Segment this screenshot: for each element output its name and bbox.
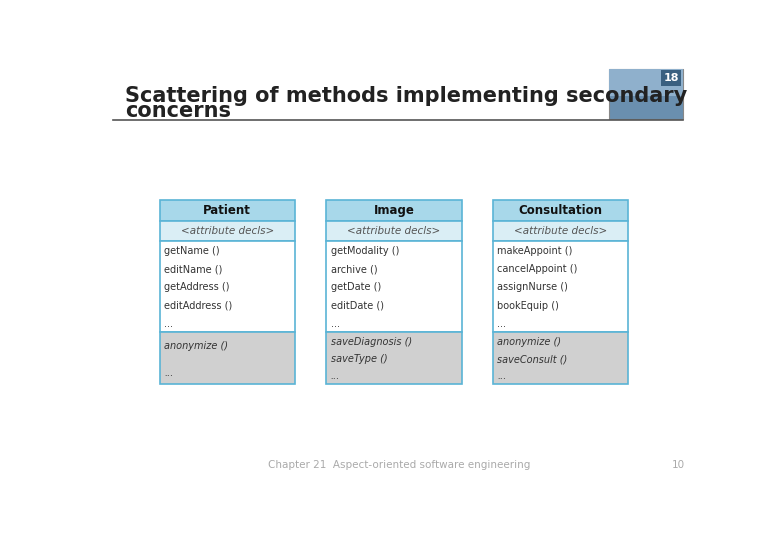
Text: ...: ... xyxy=(498,372,507,381)
Text: Image: Image xyxy=(374,204,414,217)
Text: cancelAppoint (): cancelAppoint () xyxy=(498,264,578,274)
FancyBboxPatch shape xyxy=(159,241,295,332)
Text: editDate (): editDate () xyxy=(331,301,384,310)
Text: Chapter 21  Aspect-oriented software engineering: Chapter 21 Aspect-oriented software engi… xyxy=(268,460,530,470)
Text: Scattering of methods implementing secondary: Scattering of methods implementing secon… xyxy=(125,85,687,106)
FancyBboxPatch shape xyxy=(493,200,629,221)
FancyBboxPatch shape xyxy=(159,221,295,241)
Text: Patient: Patient xyxy=(204,204,251,217)
Text: ...: ... xyxy=(331,319,340,329)
FancyBboxPatch shape xyxy=(493,221,629,241)
FancyBboxPatch shape xyxy=(493,241,629,332)
Text: <attribute decls>: <attribute decls> xyxy=(347,226,441,236)
Bar xyxy=(609,69,682,96)
Text: editName (): editName () xyxy=(164,264,222,274)
Text: getName (): getName () xyxy=(164,246,220,256)
FancyBboxPatch shape xyxy=(326,221,462,241)
FancyBboxPatch shape xyxy=(493,332,629,384)
Text: getModality (): getModality () xyxy=(331,246,399,256)
Text: <attribute decls>: <attribute decls> xyxy=(514,226,607,236)
Bar xyxy=(661,70,681,85)
FancyBboxPatch shape xyxy=(159,200,295,221)
Text: 18: 18 xyxy=(663,73,679,83)
Text: concerns: concerns xyxy=(125,101,231,121)
Text: bookEquip (): bookEquip () xyxy=(498,301,559,310)
FancyBboxPatch shape xyxy=(326,200,462,221)
Text: getAddress (): getAddress () xyxy=(164,282,229,293)
FancyBboxPatch shape xyxy=(326,241,462,332)
Text: saveType (): saveType () xyxy=(331,354,388,364)
Text: <attribute decls>: <attribute decls> xyxy=(181,226,274,236)
Bar xyxy=(609,69,682,119)
Text: saveConsult (): saveConsult () xyxy=(498,354,568,364)
Text: ...: ... xyxy=(498,319,506,329)
FancyBboxPatch shape xyxy=(326,332,462,384)
Text: anonymize (): anonymize () xyxy=(498,336,562,347)
Text: Consultation: Consultation xyxy=(519,204,603,217)
Text: anonymize (): anonymize () xyxy=(164,341,228,352)
FancyBboxPatch shape xyxy=(159,332,295,384)
Text: ...: ... xyxy=(164,368,173,377)
Text: saveDiagnosis (): saveDiagnosis () xyxy=(331,336,412,347)
Text: editAddress (): editAddress () xyxy=(164,301,232,310)
Text: archive (): archive () xyxy=(331,264,378,274)
Text: ...: ... xyxy=(164,319,173,329)
Text: ...: ... xyxy=(331,372,340,381)
Text: getDate (): getDate () xyxy=(331,282,381,293)
Text: 10: 10 xyxy=(672,460,685,470)
Text: assignNurse (): assignNurse () xyxy=(498,282,569,293)
Text: makeAppoint (): makeAppoint () xyxy=(498,246,573,256)
